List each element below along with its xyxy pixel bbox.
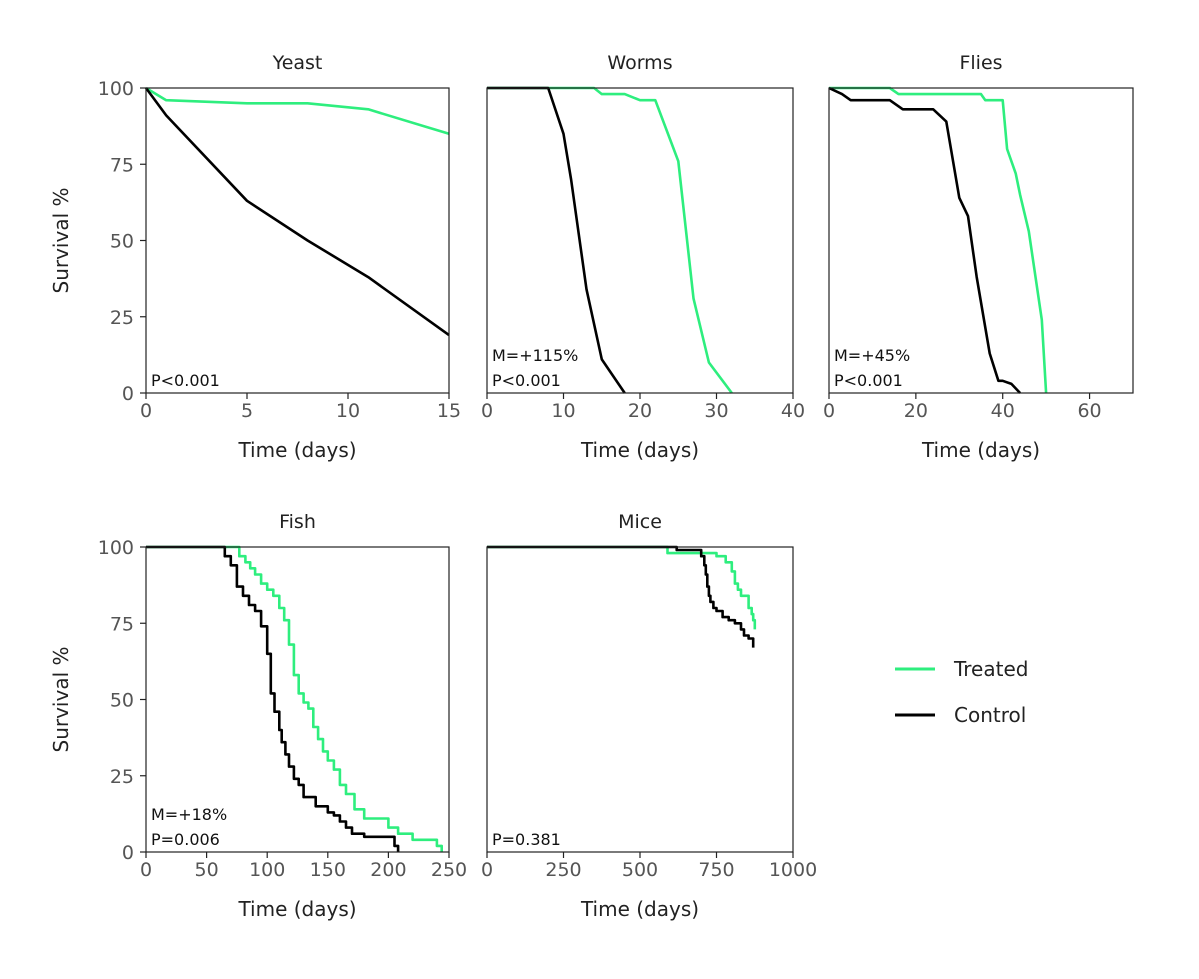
yeast-y-tick-label: 25: [110, 307, 134, 329]
worms-annotation: P<0.001: [492, 371, 561, 390]
mice-control-line: [487, 545, 755, 648]
fish-panel: Fish 0 50 100 150 200 250 0 25 50 75 100 Time (days)…: [49, 511, 467, 921]
yeast-y-tick-label: 75: [110, 154, 134, 176]
fish-y-tick-label: 25: [110, 766, 134, 788]
fish-x-tick-label: 50: [195, 859, 219, 881]
fish-x-tick-label: 150: [310, 859, 346, 881]
flies-panel: Flies 0 20 40 60 Time (days) M=+45% P<0.001: [823, 52, 1134, 462]
flies-x-tick-label: 0: [823, 400, 835, 422]
fish-y-tick-label: 0: [122, 842, 134, 864]
mice-plot-frame: [486, 546, 794, 853]
fish-control-line: [146, 545, 400, 852]
fish-x-axis-label: Time (days): [237, 897, 356, 921]
flies-x-tick-label: 60: [1077, 400, 1101, 422]
flies-x-axis-label: Time (days): [921, 438, 1040, 462]
mice-annotation: P=0.381: [492, 830, 561, 849]
legend: Treated Control: [895, 657, 1028, 727]
legend-control-label: Control: [954, 703, 1026, 727]
fish-x-tick-label: 0: [140, 859, 152, 881]
yeast-x-tick-label: 15: [437, 400, 461, 422]
mice-x-tick-label: 500: [622, 859, 658, 881]
fish-y-tick-label: 100: [98, 537, 134, 559]
mice-x-tick-label: 1000: [769, 859, 817, 881]
mice-panel: Mice 0 250 500 750 1000 Time (days) P=0.381: [481, 511, 817, 921]
yeast-y-tick-label: 50: [110, 231, 134, 253]
yeast-y-axis-label: Survival %: [49, 188, 73, 294]
fish-annotation: M=+18%: [151, 805, 227, 824]
fish-y-tick-label: 75: [110, 613, 134, 635]
mice-treated-line: [487, 545, 757, 630]
flies-control-line: [828, 86, 1022, 394]
flies-x-tick-label: 40: [991, 400, 1015, 422]
worms-panel-title: Worms: [607, 52, 672, 74]
fish-x-tick-label: 200: [370, 859, 406, 881]
flies-x-tick-label: 20: [904, 400, 928, 422]
flies-treated-line: [829, 86, 1048, 394]
flies-plot-frame: [828, 87, 1134, 394]
yeast-treated-line: [145, 86, 450, 136]
fish-x-tick-label: 250: [431, 859, 467, 881]
mice-x-tick-label: 750: [698, 859, 734, 881]
mice-panel-title: Mice: [618, 511, 662, 533]
worms-x-tick-label: 20: [628, 400, 652, 422]
yeast-x-tick-label: 10: [336, 400, 360, 422]
fish-y-axis-label: Survival %: [49, 647, 73, 753]
worms-x-tick-label: 10: [551, 400, 575, 422]
fish-panel-title: Fish: [279, 511, 316, 533]
yeast-x-tick-label: 0: [140, 400, 152, 422]
fish-x-tick-label: 100: [249, 859, 285, 881]
worms-x-axis-label: Time (days): [580, 438, 699, 462]
worms-treated-line: [487, 86, 733, 394]
worms-x-tick-label: 30: [704, 400, 728, 422]
fish-annotation: P=0.006: [151, 830, 220, 849]
worms-x-tick-label: 0: [481, 400, 493, 422]
yeast-y-tick-label: 100: [98, 78, 134, 100]
fish-y-tick-label: 50: [110, 690, 134, 712]
mice-x-axis-label: Time (days): [580, 897, 699, 921]
flies-annotation: P<0.001: [834, 371, 903, 390]
yeast-y-tick-label: 0: [122, 383, 134, 405]
yeast-x-axis-label: Time (days): [237, 438, 356, 462]
flies-panel-title: Flies: [959, 52, 1002, 74]
yeast-plot-frame: [145, 87, 450, 394]
flies-annotation: M=+45%: [834, 346, 910, 365]
mice-x-tick-label: 250: [545, 859, 581, 881]
yeast-x-tick-label: 5: [241, 400, 253, 422]
yeast-panel: Yeast 0 5 10 15 0 25 50 75 100 Time (days) Survival…: [49, 52, 461, 462]
fish-treated-line: [146, 545, 443, 852]
mice-x-tick-label: 0: [481, 859, 493, 881]
worms-annotation: M=+115%: [492, 346, 578, 365]
worms-panel: Worms 0 10 20 30 40 Time (days) M=+115% P<0.001: [481, 52, 805, 462]
legend-treated-label: Treated: [953, 657, 1028, 681]
worms-x-tick-label: 40: [781, 400, 805, 422]
yeast-annotation: P<0.001: [151, 371, 220, 390]
yeast-panel-title: Yeast: [272, 52, 323, 74]
yeast-control-line: [144, 87, 450, 337]
